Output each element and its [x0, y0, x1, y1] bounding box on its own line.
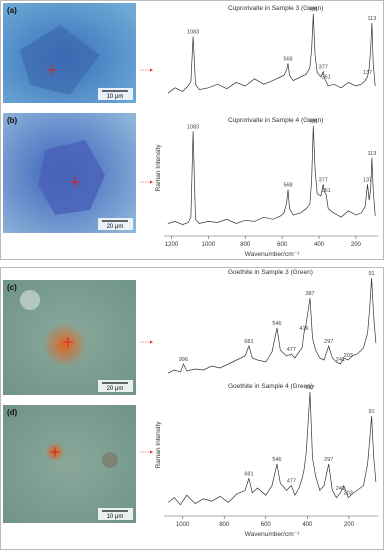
peak-label: 431 — [309, 7, 318, 13]
x-axis-label: Wavenumber/cm⁻¹ — [245, 531, 300, 538]
peak-label: 241 — [336, 486, 345, 492]
peak-label: 1083 — [187, 30, 199, 36]
peak-label: 361 — [322, 75, 331, 81]
y-axis-label: Raman Intensity — [155, 144, 162, 192]
x-tick-label: 200 — [351, 242, 362, 248]
x-tick-label: 1000 — [202, 242, 216, 248]
scale-bar-label: 10 μm — [107, 514, 124, 520]
x-tick-label: 200 — [344, 522, 355, 528]
peak-label: 91 — [368, 271, 374, 277]
peak-label: 546 — [272, 321, 281, 327]
chart-title: Goethite in Sample 4 (Green) — [228, 383, 313, 390]
peak-label: 568 — [283, 183, 292, 189]
peak-label: 297 — [324, 339, 333, 345]
peak-label: 91 — [368, 409, 374, 415]
x-tick-label: 600 — [261, 522, 272, 528]
pointer-head — [150, 340, 153, 344]
peak-label: 137 — [363, 177, 372, 183]
pointer-head — [150, 450, 153, 454]
pointer-head — [150, 180, 153, 184]
panel-label: (b) — [7, 116, 18, 125]
scale-bar-label: 20 μm — [107, 386, 124, 392]
peak-label: 681 — [244, 339, 253, 345]
peak-label: 113 — [368, 151, 377, 157]
x-tick-label: 600 — [277, 242, 288, 248]
peak-label: 137 — [363, 70, 372, 76]
x-tick-label: 1000 — [176, 522, 190, 528]
chart-title: Cuprorivaite in Sample 3 (Green) — [228, 5, 323, 12]
spectrum-line — [167, 277, 377, 374]
peak-label: 297 — [324, 457, 333, 463]
panel-label: (c) — [7, 283, 17, 292]
peak-label: 387 — [305, 385, 314, 391]
peak-label: 546 — [272, 457, 281, 463]
x-tick-label: 800 — [219, 522, 230, 528]
peak-label: 203 — [344, 353, 353, 359]
peak-label: 416 — [299, 326, 308, 332]
peak-label: 113 — [368, 16, 377, 22]
scale-bar-label: 10 μm — [107, 94, 124, 100]
chart-title: Cuprorivaite in Sample 4 (Green) — [228, 117, 323, 124]
x-axis-label: Wavenumber/cm⁻¹ — [245, 251, 300, 258]
peak-label: 431 — [309, 119, 318, 125]
x-tick-label: 800 — [240, 242, 251, 248]
peak-label: 477 — [287, 347, 296, 353]
peak-label: 477 — [287, 479, 296, 485]
spectrum-line — [167, 13, 376, 94]
panel-label: (d) — [7, 408, 18, 417]
peak-label: 1083 — [187, 124, 199, 130]
peak-label: 568 — [283, 57, 292, 63]
spectrum-line — [167, 391, 377, 506]
peak-label: 377 — [319, 177, 328, 183]
y-axis-label: Raman Intensity — [155, 421, 162, 469]
peak-label: 681 — [244, 471, 253, 477]
x-tick-label: 400 — [314, 242, 325, 248]
peak-label: 241 — [336, 357, 345, 363]
peak-label: 203 — [344, 491, 353, 497]
pointer-head — [150, 68, 153, 72]
peak-label: 361 — [322, 188, 331, 194]
x-tick-label: 400 — [302, 522, 313, 528]
peak-label: 387 — [305, 291, 314, 297]
x-tick-label: 1200 — [165, 242, 179, 248]
peak-label: 377 — [319, 65, 328, 71]
scale-bar-label: 20 μm — [107, 224, 124, 230]
chart-title: Goethite in Sample 3 (Green) — [228, 269, 313, 276]
micrograph — [3, 3, 136, 523]
spectrum-line — [167, 125, 376, 225]
panel-label: (a) — [7, 6, 17, 15]
peak-label: 996 — [179, 357, 188, 363]
